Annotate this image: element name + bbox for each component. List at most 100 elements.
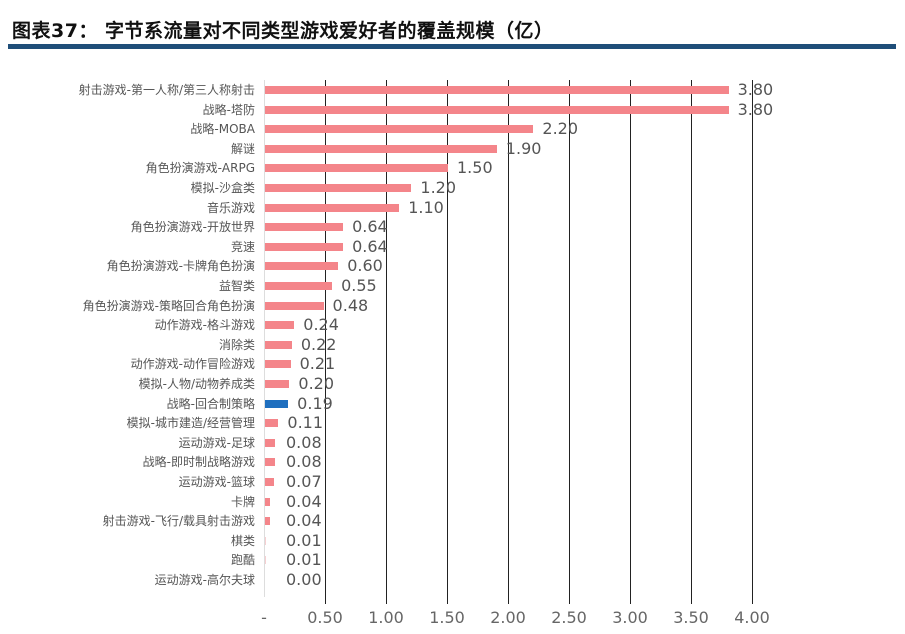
category-label: 棋类 — [230, 533, 255, 548]
bar — [265, 360, 291, 369]
value-label: 1.90 — [505, 138, 542, 158]
x-axis-tick — [447, 597, 448, 604]
category-label: 模拟-人物/动物养成类 — [138, 377, 255, 391]
category-label: 解谜 — [230, 141, 255, 156]
value-label: 0.08 — [286, 452, 322, 472]
x-tick-label: 1.00 — [368, 608, 404, 627]
category-label: 运动游戏-高尔夫球 — [154, 573, 255, 587]
x-axis-tick — [752, 597, 753, 604]
x-tick-label: 0.50 — [307, 608, 343, 627]
gridline — [691, 80, 692, 597]
value-label: 0.22 — [300, 334, 337, 354]
highlighted-bar — [265, 399, 289, 408]
bar — [265, 536, 267, 545]
value-label: 0.01 — [286, 550, 322, 570]
category-label: 战略-即时制战略游戏 — [142, 455, 255, 470]
category-label: 战略-回合制策略 — [166, 396, 255, 411]
value-label: 0.00 — [286, 570, 322, 589]
bar — [265, 301, 324, 310]
bar — [265, 223, 344, 232]
category-label: 动作游戏-格斗游戏 — [154, 318, 255, 333]
value-label: 0.60 — [347, 256, 383, 276]
value-label: 2.20 — [542, 119, 579, 139]
gridline — [630, 80, 631, 597]
x-tick-label: 3.00 — [612, 608, 648, 627]
bar — [265, 86, 729, 94]
x-tick-label: 1.50 — [429, 608, 465, 627]
bar — [265, 144, 497, 153]
x-axis-tick — [508, 597, 509, 604]
category-label: 模拟-沙盒类 — [190, 181, 255, 195]
bar — [265, 517, 270, 526]
category-label: 运动游戏-篮球 — [178, 475, 255, 489]
gridline — [508, 80, 509, 597]
value-label: 1.10 — [408, 197, 444, 217]
x-axis-tick — [569, 597, 570, 604]
bar — [265, 556, 267, 565]
value-label: 1.20 — [420, 178, 457, 197]
category-label: 竞速 — [230, 239, 255, 254]
category-label: 运动游戏-足球 — [178, 435, 255, 450]
bar — [265, 380, 290, 388]
value-label: 0.07 — [286, 472, 322, 491]
category-label: 益智类 — [218, 279, 255, 293]
gridline — [447, 80, 448, 597]
category-label: 角色扮演游戏-卡牌角色扮演 — [106, 259, 255, 274]
category-label: 音乐游戏 — [206, 200, 255, 215]
bar — [265, 203, 400, 212]
x-tick-label: - — [261, 608, 267, 627]
x-tick-label: 4.00 — [734, 608, 770, 627]
gridline — [752, 80, 753, 597]
category-label: 战略-MOBA — [190, 122, 255, 137]
category-label: 角色扮演游戏-策略回合角色扮演 — [82, 298, 255, 313]
bar — [265, 282, 333, 290]
value-label: 0.24 — [303, 315, 339, 335]
gridline — [569, 80, 570, 597]
category-label: 射击游戏-第一人称/第三人称射击 — [78, 83, 255, 97]
bar — [265, 184, 412, 192]
x-tick-label: 2.50 — [551, 608, 587, 627]
bar — [265, 242, 344, 251]
y-axis-line — [264, 80, 265, 597]
x-axis-tick — [386, 597, 387, 604]
bar — [265, 497, 270, 506]
bar — [265, 438, 275, 447]
category-label: 角色扮演游戏-开放世界 — [130, 220, 255, 235]
bar — [265, 164, 448, 173]
bar — [265, 321, 295, 330]
title-divider — [8, 44, 896, 49]
value-label: 0.64 — [352, 236, 388, 256]
category-label: 战略-塔防 — [202, 102, 255, 117]
bar — [265, 340, 292, 349]
category-label: 角色扮演游戏-ARPG — [145, 161, 255, 176]
value-label: 0.19 — [297, 393, 333, 413]
category-label: 消除类 — [218, 337, 255, 352]
category-label: 卡牌 — [230, 494, 255, 509]
bar — [265, 262, 339, 271]
chart-title: 图表37： 字节系流量对不同类型游戏爱好者的覆盖规模（亿） — [12, 20, 554, 42]
category-label: 模拟-城市建造/经营管理 — [126, 416, 255, 431]
value-label: 0.01 — [286, 530, 322, 550]
gridline — [386, 80, 387, 597]
value-label: 0.04 — [286, 491, 322, 511]
value-label: 1.50 — [457, 158, 493, 178]
bar — [265, 125, 534, 134]
x-tick-label: 3.50 — [673, 608, 709, 627]
category-label: 跑酷 — [230, 553, 255, 568]
value-label: 3.80 — [737, 99, 774, 119]
x-axis-tick — [691, 597, 692, 604]
x-tick-label: 2.00 — [490, 608, 526, 627]
bar — [265, 105, 729, 114]
value-label: 0.48 — [332, 295, 369, 315]
value-label: 0.64 — [352, 217, 388, 237]
value-label: 0.21 — [299, 354, 336, 374]
category-label: 射击游戏-飞行/载具射击游戏 — [102, 514, 255, 529]
category-label: 动作游戏-动作冒险游戏 — [130, 357, 255, 372]
value-label: 0.20 — [298, 374, 335, 393]
gridline — [325, 80, 326, 597]
bar — [265, 458, 275, 467]
value-label: 3.80 — [737, 80, 774, 99]
value-label: 0.04 — [286, 511, 322, 531]
value-label: 0.11 — [287, 413, 324, 433]
